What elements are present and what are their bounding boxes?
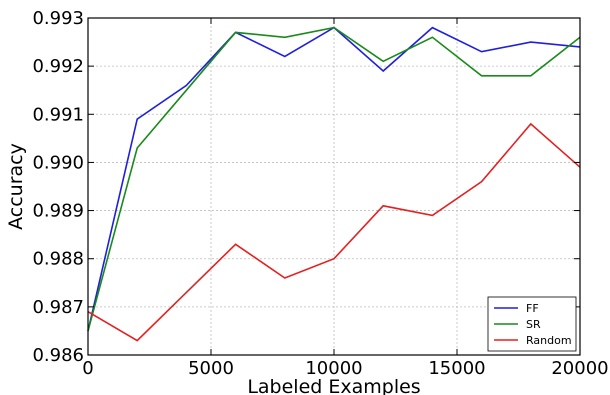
series-lines — [87, 26, 581, 342]
series-line-random — [87, 122, 581, 342]
x-tick-label: 5000 — [188, 358, 234, 379]
y-tick-label: 0.989 — [32, 201, 84, 222]
y-tick-label: 0.990 — [32, 152, 84, 173]
y-tick-label: 0.987 — [32, 297, 84, 318]
series-line-sr — [87, 26, 581, 332]
y-tick-label: 0.991 — [32, 104, 84, 125]
x-tick-label: 20000 — [551, 358, 608, 379]
legend-label-ff: FF — [526, 302, 539, 315]
x-tick-label: 0 — [82, 358, 93, 379]
x-tick-label: 10000 — [305, 358, 362, 379]
legend: FF SR Random — [487, 296, 577, 352]
axis-ticks — [87, 17, 581, 356]
x-tick-label: 15000 — [428, 358, 485, 379]
tick-labels: 0 5000 10000 15000 20000 0.986 0.987 0.988 0.989… — [32, 8, 608, 379]
y-tick-label: 0.993 — [32, 8, 84, 29]
y-axis-label: Accuracy — [5, 143, 27, 230]
legend-label-sr: SR — [526, 318, 541, 331]
legend-label-random: Random — [526, 334, 572, 347]
y-tick-label: 0.986 — [32, 345, 84, 366]
x-axis-label: Labeled Examples — [247, 376, 420, 395]
y-tick-label: 0.992 — [32, 56, 84, 77]
y-tick-label: 0.988 — [32, 249, 84, 270]
